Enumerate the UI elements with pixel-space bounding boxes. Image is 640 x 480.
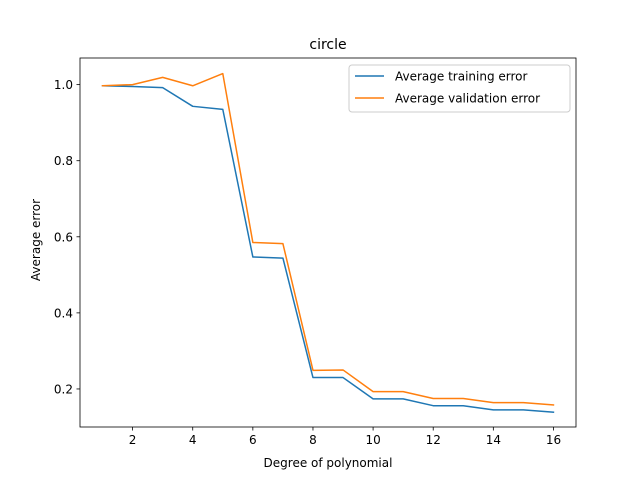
legend: Average training error Average validation… (348, 64, 571, 113)
x-tick-label: 14 (486, 433, 501, 447)
series-line-2 (101, 72, 555, 406)
legend-label-1: Average training error (395, 70, 528, 84)
y-tick-label: 0.4 (54, 306, 73, 320)
x-tick-label: 8 (309, 433, 317, 447)
plot-area: 2 4 6 8 10 12 14 16 0.2 0.4 0.6 0.8 1.0 (54, 57, 577, 447)
x-axis-label: Degree of polynomial (264, 456, 393, 470)
y-tick-label: 1.0 (54, 78, 73, 92)
y-tick-label: 0.8 (54, 154, 73, 168)
series-line-1 (101, 85, 555, 413)
y-tick-label: 0.6 (54, 230, 73, 244)
legend-label-2: Average validation error (395, 92, 540, 106)
axes-frame (79, 57, 577, 428)
y-tick-label: 0.2 (54, 382, 73, 396)
chart-title: circle (309, 37, 346, 53)
x-tick-label: 4 (189, 433, 197, 447)
x-tick-label: 12 (426, 433, 441, 447)
x-tick-label: 6 (249, 433, 257, 447)
legend-box (348, 64, 571, 113)
x-tick-label: 2 (129, 433, 137, 447)
y-axis-label: Average error (29, 199, 43, 281)
x-tick-label: 10 (365, 433, 380, 447)
x-tick-label: 16 (546, 433, 561, 447)
